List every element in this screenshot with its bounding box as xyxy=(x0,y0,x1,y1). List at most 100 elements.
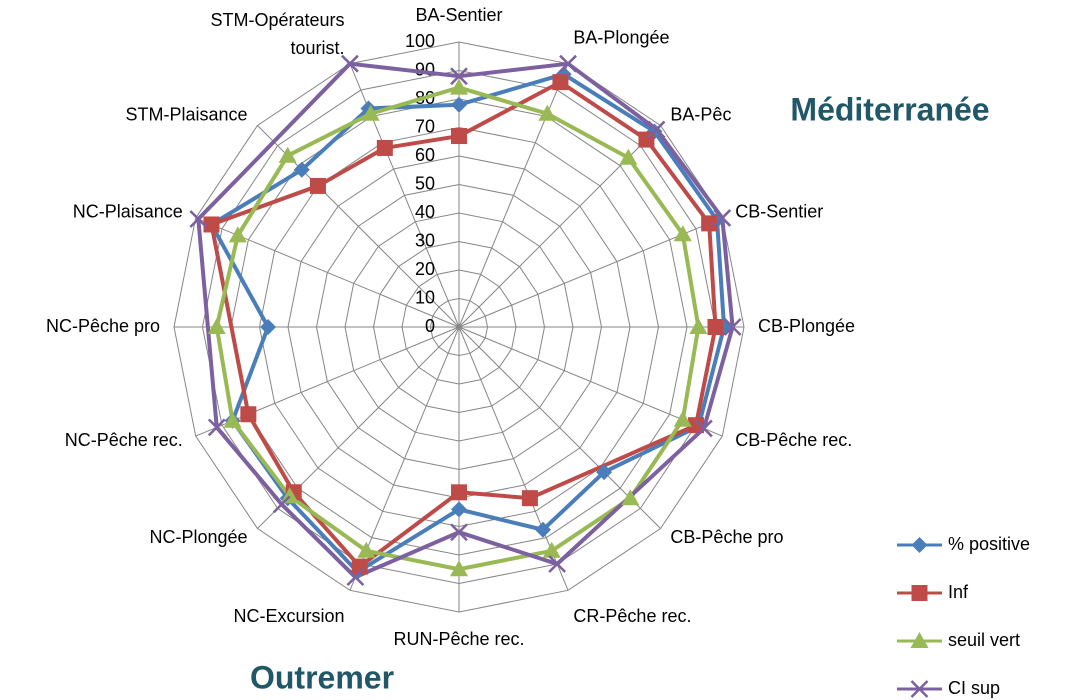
category-label: NC-Excursion xyxy=(234,606,345,626)
data-point xyxy=(376,139,393,156)
series-line xyxy=(368,85,461,116)
series-line xyxy=(285,496,360,574)
series-line xyxy=(540,470,607,532)
category-label-line: tourist. xyxy=(291,38,345,58)
series-line xyxy=(561,72,657,134)
data-point xyxy=(548,555,567,573)
series-line xyxy=(214,233,240,329)
series-line xyxy=(652,129,720,223)
series-line xyxy=(457,80,563,139)
category-label: BA-Pêc xyxy=(670,104,731,124)
series-line xyxy=(230,418,292,499)
data-point xyxy=(341,54,359,73)
data-point xyxy=(707,319,724,335)
category-label: RUN-Pêche rec. xyxy=(393,629,524,649)
series-line xyxy=(696,325,727,429)
data-point xyxy=(207,418,226,437)
legend-label: % positive xyxy=(948,534,1030,554)
data-point xyxy=(451,484,467,501)
data-point xyxy=(521,490,538,507)
legend-marker xyxy=(910,680,929,698)
series-line xyxy=(347,61,461,79)
legend-marker xyxy=(911,585,928,601)
series-line xyxy=(214,425,284,507)
category-label: NC-Plaisance xyxy=(73,201,183,221)
r-tick-label: 20 xyxy=(415,259,435,279)
data-point xyxy=(687,417,704,434)
r-tick-label: 60 xyxy=(415,145,435,165)
series-line xyxy=(654,127,725,220)
series-line xyxy=(457,61,571,79)
category-label: CR-Pêche rec. xyxy=(573,606,691,626)
data-point xyxy=(351,558,368,575)
series-line xyxy=(457,548,554,572)
series-line xyxy=(235,153,290,238)
data-point xyxy=(228,226,247,243)
legend-label: Inf xyxy=(948,582,969,602)
data-point xyxy=(240,406,257,423)
category-label: CB-Pêche rec. xyxy=(735,430,852,450)
series-line xyxy=(602,424,701,475)
category-label: BA-Plongée xyxy=(573,28,669,48)
data-point xyxy=(293,161,310,178)
series-line xyxy=(279,502,358,580)
annotation: Méditerranée xyxy=(790,91,989,127)
series-line xyxy=(715,218,727,329)
series-line xyxy=(209,222,271,329)
data-point xyxy=(451,501,467,518)
data-point xyxy=(701,215,718,232)
data-point xyxy=(534,521,551,538)
series-line xyxy=(291,490,362,569)
series-line xyxy=(355,507,461,574)
data-point xyxy=(647,120,666,139)
spoke xyxy=(195,326,460,437)
data-point xyxy=(713,209,732,227)
series-line xyxy=(315,145,387,188)
data-point xyxy=(451,128,467,145)
category-label: NC-Pêche pro xyxy=(46,316,160,336)
series-line xyxy=(214,325,235,423)
r-tick-label: 50 xyxy=(415,173,435,193)
series-line xyxy=(457,85,550,116)
series-line xyxy=(246,412,296,495)
data-point xyxy=(689,318,708,334)
series-line xyxy=(353,530,461,580)
series-line xyxy=(457,507,545,532)
data-point xyxy=(542,541,561,558)
data-point xyxy=(552,74,569,91)
data-point xyxy=(203,216,220,233)
data-point xyxy=(596,464,613,481)
data-point xyxy=(309,177,326,194)
category-label: CB-Sentier xyxy=(735,201,823,221)
series-line xyxy=(558,80,649,142)
category-label: STM-Opérateurs tourist. xyxy=(211,10,345,58)
series-line xyxy=(209,167,304,227)
category-label: BA-Sentier xyxy=(415,5,502,25)
data-point xyxy=(272,495,291,514)
data-point xyxy=(450,67,468,86)
series-line xyxy=(566,61,659,132)
series-line xyxy=(230,325,271,423)
series-line xyxy=(626,155,685,237)
legend-label: seuil vert xyxy=(948,630,1020,650)
spoke xyxy=(458,326,661,529)
series-line xyxy=(457,530,560,566)
series-line xyxy=(644,137,712,226)
data-point xyxy=(357,541,376,558)
series-line xyxy=(527,423,698,501)
r-tick-label: 0 xyxy=(425,316,435,336)
series-line xyxy=(457,490,532,501)
series-line xyxy=(382,134,461,150)
data-point xyxy=(559,54,577,73)
data-point xyxy=(723,318,742,336)
legend-marker xyxy=(910,632,929,648)
spoke xyxy=(458,63,569,328)
category-label: CB-Pêche pro xyxy=(670,527,783,547)
data-point xyxy=(673,410,692,427)
category-label: STM-Plaisance xyxy=(126,104,248,124)
data-point xyxy=(278,146,297,163)
spoke xyxy=(458,326,723,437)
series-line xyxy=(285,111,373,158)
series-line xyxy=(366,102,461,111)
